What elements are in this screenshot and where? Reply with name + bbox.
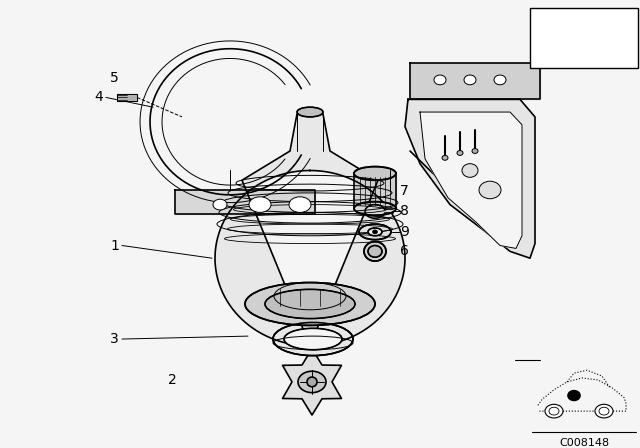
Ellipse shape	[372, 252, 376, 254]
Polygon shape	[117, 94, 137, 101]
Text: 8: 8	[400, 204, 409, 219]
Ellipse shape	[265, 289, 355, 319]
Text: 5: 5	[110, 71, 119, 85]
Text: 6: 6	[400, 244, 409, 258]
Ellipse shape	[464, 75, 476, 85]
Bar	[530, 8, 638, 68]
Text: 2: 2	[168, 373, 177, 387]
Ellipse shape	[354, 202, 396, 215]
Ellipse shape	[245, 283, 375, 325]
Text: 4: 4	[94, 90, 103, 104]
Ellipse shape	[545, 404, 563, 418]
Ellipse shape	[373, 230, 377, 233]
Ellipse shape	[494, 75, 506, 85]
Ellipse shape	[298, 371, 326, 392]
Text: 9: 9	[400, 225, 409, 239]
Polygon shape	[175, 190, 315, 214]
Ellipse shape	[371, 250, 374, 253]
Ellipse shape	[307, 377, 317, 387]
Polygon shape	[420, 112, 522, 249]
Ellipse shape	[442, 155, 448, 160]
Ellipse shape	[595, 404, 613, 418]
Polygon shape	[282, 349, 342, 415]
Ellipse shape	[368, 228, 382, 236]
Ellipse shape	[249, 197, 271, 212]
Polygon shape	[305, 335, 319, 348]
Text: 7: 7	[400, 184, 409, 198]
Ellipse shape	[549, 407, 559, 415]
Ellipse shape	[457, 151, 463, 155]
Ellipse shape	[376, 250, 380, 253]
Ellipse shape	[479, 181, 501, 199]
Ellipse shape	[354, 167, 396, 180]
Text: 3: 3	[110, 332, 119, 346]
Ellipse shape	[472, 149, 478, 154]
Ellipse shape	[359, 224, 391, 240]
Polygon shape	[215, 114, 405, 346]
Ellipse shape	[374, 248, 378, 251]
Ellipse shape	[372, 248, 376, 251]
Ellipse shape	[364, 241, 386, 261]
Ellipse shape	[368, 246, 382, 257]
Ellipse shape	[462, 164, 478, 177]
Ellipse shape	[374, 252, 378, 254]
Text: 1: 1	[110, 238, 119, 253]
Ellipse shape	[289, 197, 311, 212]
Ellipse shape	[568, 391, 580, 401]
Ellipse shape	[213, 199, 227, 210]
Ellipse shape	[434, 75, 446, 85]
Polygon shape	[410, 63, 540, 99]
Text: C008148: C008148	[559, 439, 609, 448]
Ellipse shape	[273, 323, 353, 356]
Ellipse shape	[297, 107, 323, 117]
Ellipse shape	[599, 407, 609, 415]
Polygon shape	[405, 99, 535, 258]
Ellipse shape	[284, 328, 342, 350]
Polygon shape	[354, 173, 396, 208]
